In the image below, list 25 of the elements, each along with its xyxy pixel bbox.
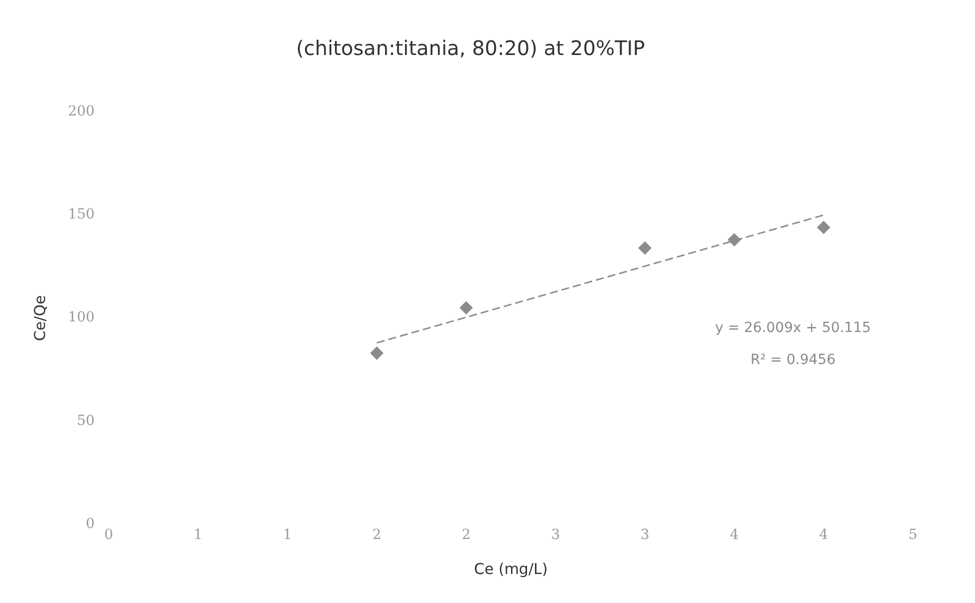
point [460,301,473,314]
x-tick-label: 1 [282,527,292,544]
y-axis-title: Ce/Qe [30,295,49,341]
y-tick-label: 200 [68,104,95,120]
x-tick-label: 2 [372,527,382,544]
point [370,346,384,360]
x-axis-title: Ce (mg/L) [474,560,548,578]
x-tick-label: 0 [104,527,114,544]
point [817,220,830,234]
annotation: R² = 0.9456 [750,352,836,368]
x-tick-label: 1 [194,527,203,544]
x-tick-label: 4 [819,527,828,544]
y-tick-label: 100 [68,310,95,326]
y-tick-label: 0 [86,516,95,532]
chart-title: (chitosan:titania, 80:20) at 20%TIP [296,36,645,60]
x-tick-label: 4 [730,527,739,544]
x-tick-label: 5 [908,527,918,544]
x-tick-label: 2 [462,527,471,544]
x-tick-label: 3 [640,527,650,544]
point [638,242,652,255]
x-tick-label: 3 [551,527,560,544]
y-tick-label: 150 [68,206,95,223]
point [728,233,741,246]
annotation: y = 26.009x + 50.115 [715,320,871,336]
y-tick-label: 50 [76,412,95,429]
